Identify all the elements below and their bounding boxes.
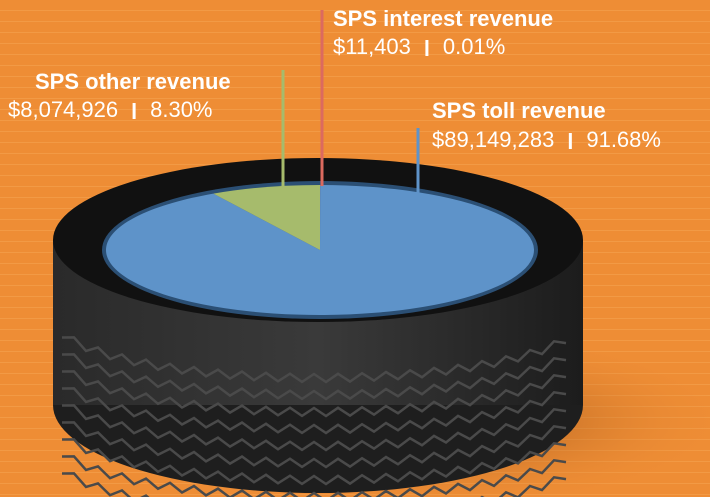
tread-line <box>61 438 567 486</box>
pie-slice <box>213 185 320 250</box>
tread-line <box>61 353 567 401</box>
pie-slice <box>106 185 535 315</box>
tread <box>61 336 567 497</box>
slice-name: SPS other revenue <box>35 69 231 94</box>
slice-name: SPS interest revenue <box>333 6 553 31</box>
tread-line <box>61 472 567 497</box>
pie <box>106 185 535 315</box>
slice-value: $8,074,926 <box>8 97 118 122</box>
labels: SPS toll revenue $89,149,283 91.68% SPS oth… <box>8 6 661 210</box>
slice-share: 8.30% <box>150 97 212 122</box>
tread-line <box>61 387 567 435</box>
slice-share: 91.68% <box>586 127 661 152</box>
tread-line <box>61 404 567 452</box>
tread-line <box>61 421 567 469</box>
slice-share: 0.01% <box>443 34 505 59</box>
slice-value: $89,149,283 <box>432 127 554 152</box>
slice-value: $11,403 <box>333 34 411 59</box>
slice-name: SPS toll revenue <box>432 98 606 123</box>
tread-line <box>61 455 567 497</box>
tread-line <box>61 336 567 384</box>
tread-line <box>61 370 567 418</box>
